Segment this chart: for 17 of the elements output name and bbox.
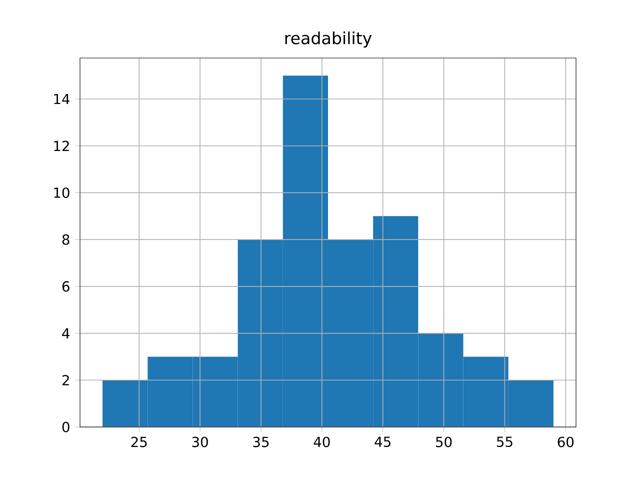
y-tick-label: 2 [62,374,69,386]
y-tick-label: 12 [54,140,69,151]
y-tick-label: 6 [62,281,70,292]
x-tick-label: 50 [436,436,452,448]
x-tick-label: 45 [374,436,390,448]
x-tick-label: 25 [131,436,147,448]
x-tick-label: 60 [558,436,574,448]
x-tick-label: 30 [192,436,208,448]
y-tick-label: 4 [62,328,70,338]
y-tick-label: 0 [62,422,70,432]
y-tick-label: 10 [54,187,70,198]
x-tick-label: 40 [314,436,330,448]
chart-title: readability [285,32,372,48]
y-tick-label: 14 [54,94,70,104]
y-tick-label: 8 [62,234,70,245]
x-tick-label: 55 [496,436,512,448]
x-tick-label: 35 [253,436,269,448]
